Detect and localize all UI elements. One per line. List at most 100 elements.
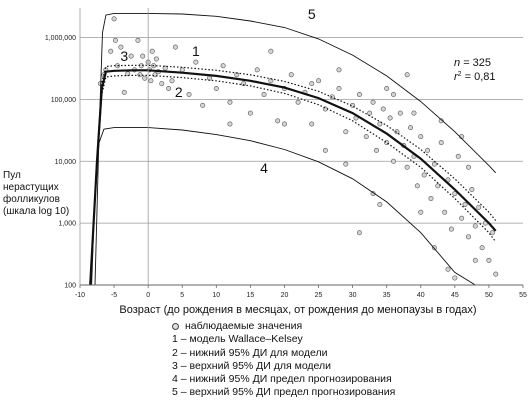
curve-number-label: 3: [120, 48, 128, 64]
observed-point: [169, 78, 175, 84]
observed-point: [227, 99, 233, 105]
curve-number-label: 5: [308, 6, 316, 22]
y-axis-label-line: фолликулов: [3, 194, 60, 205]
observed-point: [261, 91, 267, 97]
observed-point: [213, 85, 219, 91]
observed-point: [322, 147, 328, 153]
observed-point: [404, 164, 410, 170]
observed-point: [179, 67, 185, 73]
observed-point: [309, 81, 315, 87]
x-tick-label: 30: [349, 292, 357, 299]
observed-point: [363, 134, 369, 140]
legend-item-label: наблюдаемые значения: [185, 320, 303, 332]
x-tick-label: 5: [180, 292, 184, 299]
observed-point: [438, 140, 444, 146]
legend-item-prediction-lower: 4 – нижний 95% ДИ предел прогнозирования: [172, 373, 392, 386]
observed-point: [414, 183, 420, 189]
x-tick-label: -10: [75, 292, 85, 299]
observed-point: [472, 223, 478, 229]
observed-point: [336, 67, 342, 73]
observed-point: [200, 102, 206, 108]
observed-point: [356, 91, 362, 97]
observed-point: [247, 110, 253, 116]
observed-point: [425, 147, 431, 153]
series-curve: [89, 64, 497, 286]
observed-point: [455, 153, 461, 159]
observed-point: [493, 271, 499, 277]
observed-point: [241, 81, 247, 87]
observed-point: [316, 78, 322, 84]
observed-point: [476, 204, 482, 210]
observed-point: [111, 16, 117, 22]
observed-point: [469, 186, 475, 192]
observed-point: [465, 234, 471, 240]
y-tick-label: 100: [64, 283, 76, 290]
observed-marker-icon: [172, 322, 179, 330]
observed-point: [140, 53, 146, 59]
curve-number-label: 1: [192, 43, 200, 59]
observed-point: [384, 85, 390, 91]
observed-point: [442, 209, 448, 215]
x-tick-label: 45: [451, 292, 459, 299]
observed-point: [448, 226, 454, 232]
observed-point: [227, 121, 233, 127]
observed-point: [153, 56, 159, 62]
series-curve: [91, 127, 476, 286]
y-tick-label: 10,000: [55, 159, 77, 166]
observed-point: [295, 99, 301, 105]
x-axis-label: Возраст (до рождения в месяцах, от рожде…: [119, 304, 476, 316]
observed-point: [220, 63, 226, 69]
observed-point: [438, 118, 444, 124]
observed-point: [391, 158, 397, 164]
legend-item-model: 1 – модель Wallace–Kelsey: [172, 333, 303, 346]
observed-point: [428, 196, 434, 202]
observed-point: [356, 230, 362, 236]
x-tick-label: 40: [417, 292, 425, 299]
observed-point: [275, 118, 281, 124]
labels-layer: 1 2 3 4 5: [120, 6, 315, 176]
legend-item-model-upper-ci: 3 – верхний 95% ДИ для модели: [172, 359, 332, 372]
observed-point: [148, 78, 154, 84]
observed-point: [281, 121, 287, 127]
observed-point: [373, 147, 379, 153]
observed-point: [435, 183, 441, 189]
observed-point: [411, 110, 417, 116]
legend-item-prediction-upper: 5 – верхний 95% ДИ предел прогнозировани…: [172, 386, 396, 399]
observed-point: [112, 37, 118, 43]
y-axis-label: Пул нерастущих фолликулов (шкала log 10): [3, 170, 75, 218]
legend-item-model-lower-ci: 2 – нижний 95% ДИ для модели: [172, 346, 328, 359]
y-axis-label-line: Пул: [3, 170, 21, 181]
axis-layer: 100 1,000 10,000 100,000 1,000,000 -10 -5 0 5 10 1…: [45, 8, 527, 299]
observed-point: [121, 89, 127, 95]
stat-r2: r2 = 0,81: [454, 71, 496, 83]
observed-point: [418, 209, 424, 215]
observed-point: [391, 91, 397, 97]
x-tick-label: -5: [111, 292, 117, 299]
observed-point: [172, 44, 178, 50]
observed-point: [309, 121, 315, 127]
observed-point: [462, 202, 468, 208]
series-curve: [89, 74, 497, 286]
x-tick-label: 55: [519, 292, 527, 299]
observed-point: [397, 110, 403, 116]
observed-point: [486, 257, 492, 263]
curve-number-label: 2: [175, 84, 183, 100]
observed-point: [452, 191, 458, 197]
y-tick-label: 1,000: [58, 221, 76, 228]
observed-point: [404, 72, 410, 78]
observed-point: [394, 129, 400, 135]
curves-layer: [89, 12, 497, 286]
observed-point: [408, 125, 414, 131]
observed-point: [343, 161, 349, 167]
observed-point: [377, 202, 383, 208]
x-tick-label: 35: [383, 292, 391, 299]
observed-point: [128, 53, 134, 59]
series-curve: [89, 69, 497, 286]
observed-point: [193, 59, 199, 65]
curve-number-label: 4: [260, 160, 268, 176]
observed-point: [336, 85, 342, 91]
observed-point: [418, 134, 424, 140]
observed-point: [166, 85, 172, 91]
observed-point: [445, 266, 451, 272]
